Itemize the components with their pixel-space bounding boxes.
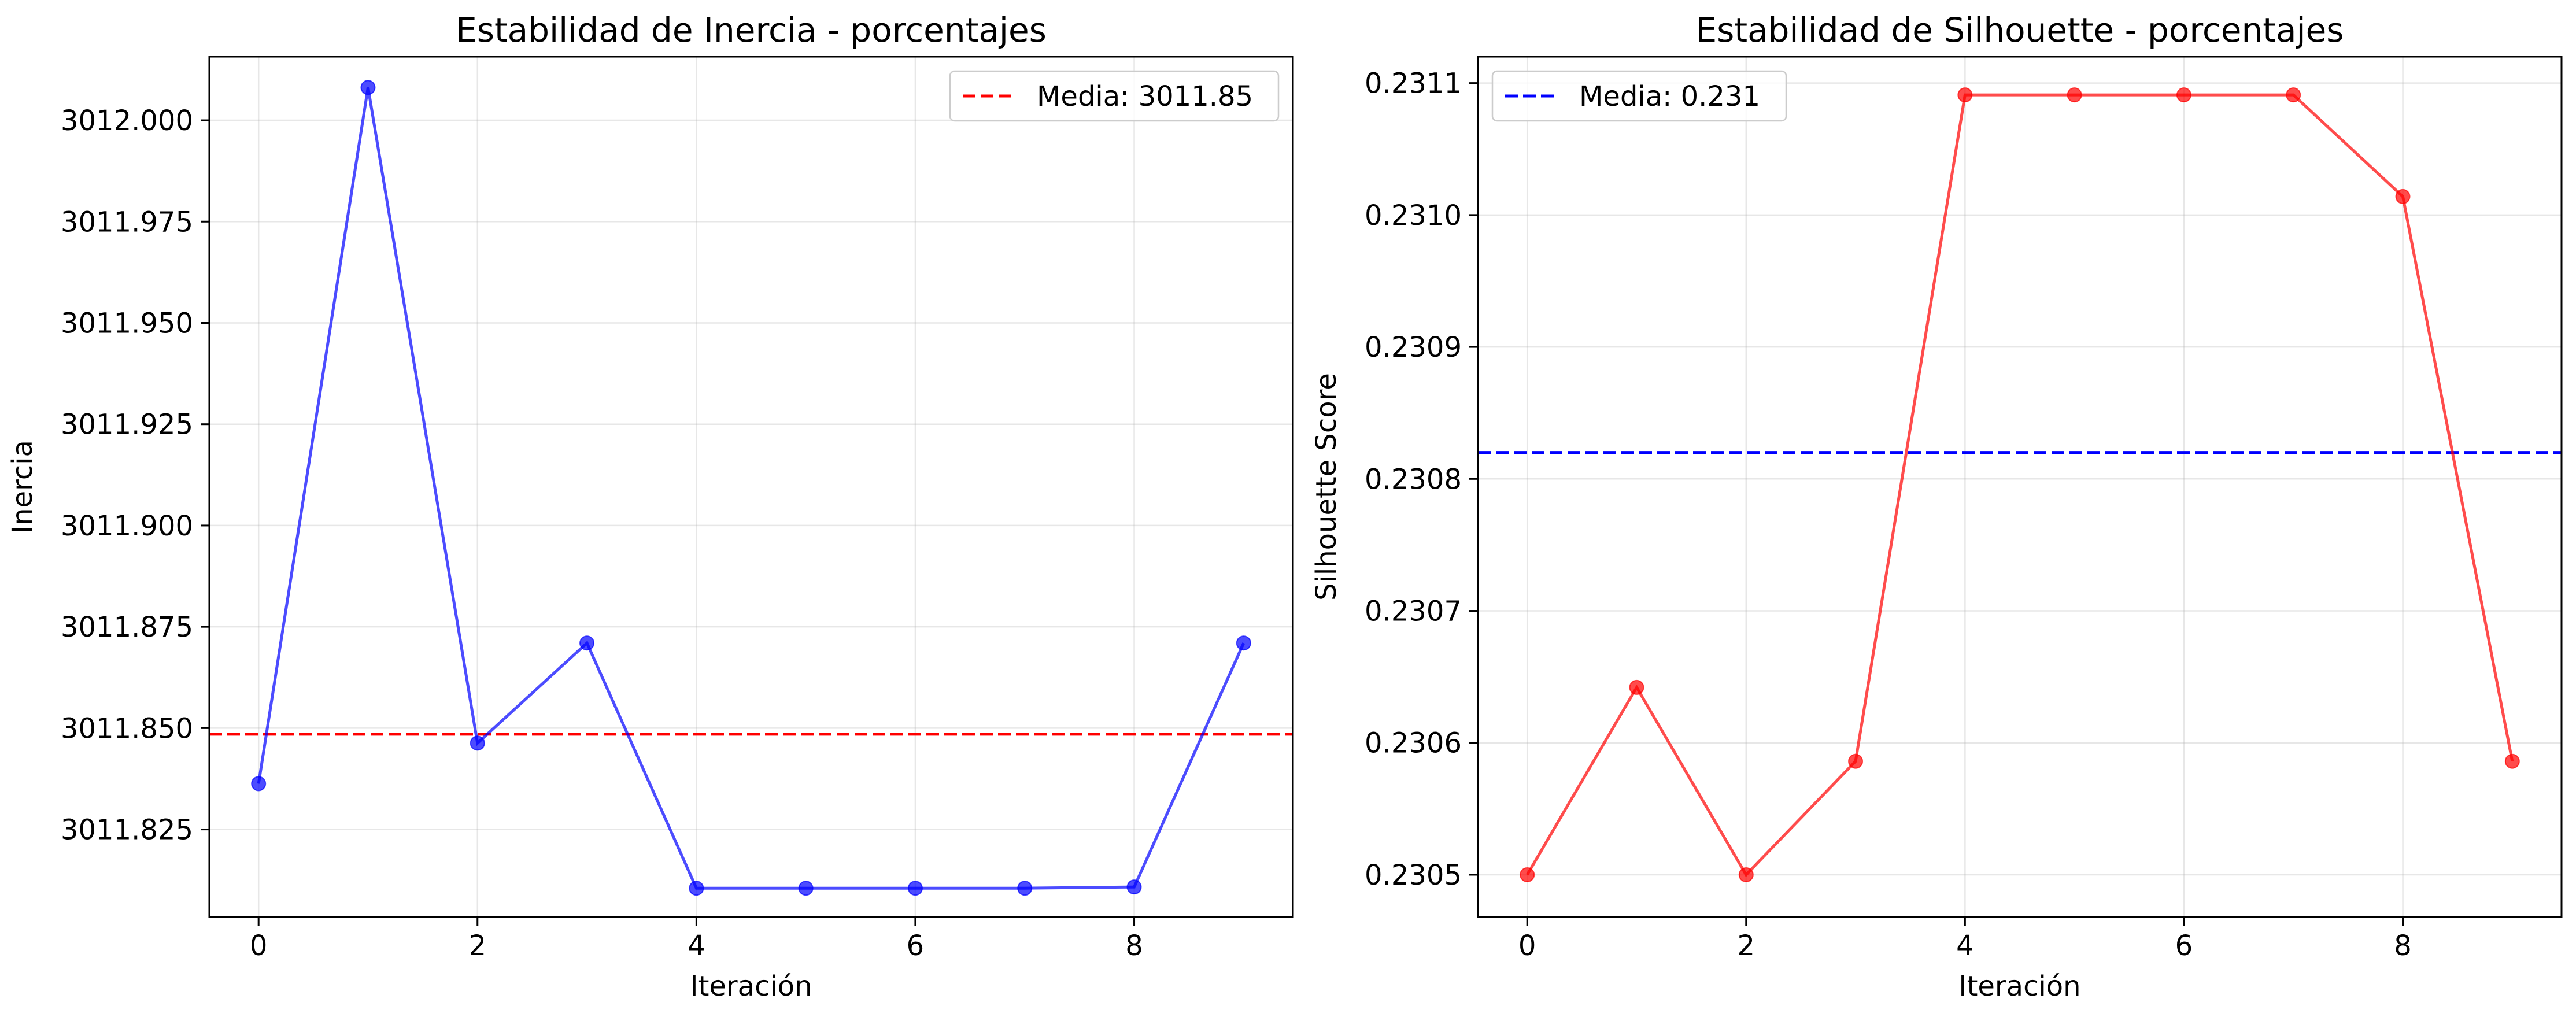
data-point (1957, 87, 1973, 103)
y-tick-label: 3012.000 (61, 105, 193, 137)
x-tick-label: 2 (468, 930, 486, 962)
y-tick-label: 0.2305 (1365, 859, 1462, 892)
data-point (798, 881, 814, 896)
y-tick-label: 3011.825 (61, 814, 193, 846)
data-point (1629, 679, 1644, 695)
axes-frame (208, 56, 1294, 918)
y-tick-label: 0.2308 (1365, 463, 1462, 495)
data-point (2176, 87, 2191, 103)
legend-box (949, 70, 1280, 122)
data-point (1738, 867, 1754, 882)
y-tick-label: 3011.950 (61, 307, 193, 339)
data-point (2504, 753, 2520, 769)
data-point (1236, 635, 1251, 651)
legend-box (1491, 70, 1787, 122)
x-tick-label: 6 (2175, 930, 2193, 962)
data-point (1848, 753, 1864, 769)
y-tick-label: 3011.875 (61, 611, 193, 644)
y-tick-label: 0.2306 (1365, 727, 1462, 760)
axes-frame (1477, 56, 2563, 918)
data-point (251, 776, 267, 792)
x-axis-label: Iteración (1958, 970, 2080, 1003)
data-point (1126, 879, 1142, 895)
y-tick-label: 0.2310 (1365, 199, 1462, 232)
series-line (1526, 93, 2514, 878)
y-tick-label: 0.2311 (1365, 68, 1462, 100)
x-axis-label: Iteración (690, 970, 812, 1003)
y-axis-label: Inercia (6, 440, 39, 534)
chart-title: Estabilidad de Silhouette - porcentajes (1695, 10, 2344, 50)
data-point (907, 881, 923, 896)
data-point (1017, 881, 1033, 896)
x-tick-label: 4 (1956, 930, 1974, 962)
data-point (2067, 87, 2082, 103)
series-line (257, 87, 1246, 890)
chart-panel-2: 0 2 4 6 8 0.2305 0.2306 0.2307 0.2308 0.2309 0.231… (1310, 10, 2563, 1003)
x-tick-label: 6 (907, 930, 925, 962)
y-tick-label: 3011.975 (61, 206, 193, 238)
legend: Media: 3011.85 (949, 70, 1280, 122)
y-tick-label: 0.2307 (1365, 596, 1462, 628)
legend: Media: 0.231 (1491, 70, 1787, 122)
data-point (470, 735, 485, 751)
x-tick-label: 0 (1518, 930, 1536, 962)
y-axis-label: Silhouette Score (1310, 373, 1343, 601)
x-tick-label: 8 (2394, 930, 2412, 962)
x-tick-label: 8 (1125, 930, 1143, 962)
y-tick-label: 3011.850 (61, 712, 193, 745)
data-point (689, 881, 704, 896)
x-tick-label: 4 (688, 930, 705, 962)
data-point (2395, 188, 2411, 204)
chart-title: Estabilidad de Inercia - porcentajes (456, 10, 1047, 50)
x-tick-label: 0 (250, 930, 268, 962)
data-point (360, 80, 376, 95)
y-tick-label: 3011.900 (61, 510, 193, 542)
legend-label: Media: 3011.85 (1037, 80, 1253, 113)
data-point (579, 635, 595, 651)
legend-label: Media: 0.231 (1579, 80, 1760, 113)
y-tick-label: 3011.925 (61, 409, 193, 441)
x-tick-label: 2 (1737, 930, 1755, 962)
data-point (1520, 867, 1535, 882)
y-tick-label: 0.2309 (1365, 331, 1462, 364)
chart-panel-1: 0 2 4 6 8 3011.825 3011.850 3011.875 3011.900 301… (6, 10, 1294, 1003)
data-point (2286, 87, 2301, 103)
